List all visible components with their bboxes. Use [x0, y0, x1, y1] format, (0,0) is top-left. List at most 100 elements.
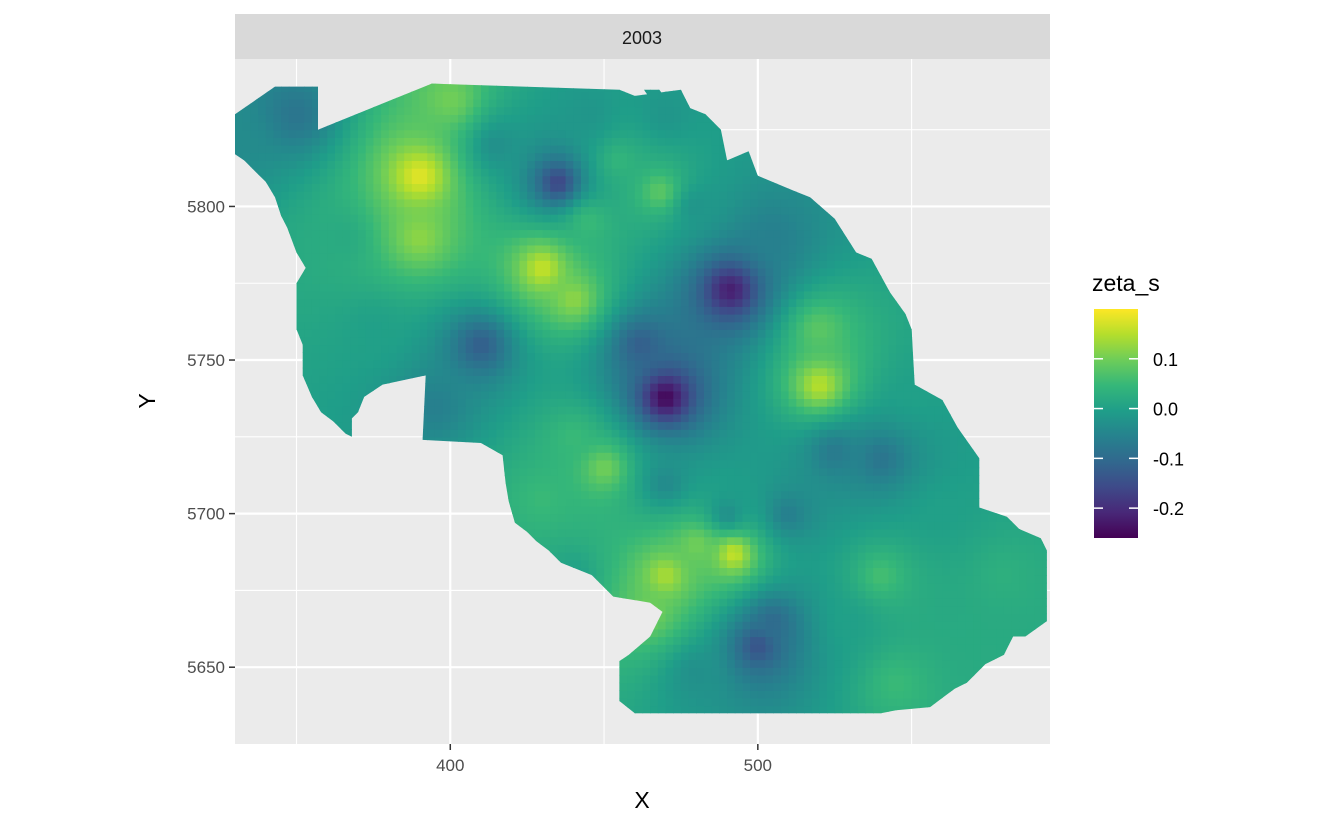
- raster-cell: [634, 344, 644, 353]
- raster-cell: [642, 682, 651, 691]
- raster-cell: [465, 106, 474, 115]
- raster-cell: [427, 406, 436, 415]
- raster-cell: [588, 536, 597, 545]
- raster-cell: [281, 191, 290, 200]
- raster-cell: [565, 544, 574, 553]
- raster-cell: [511, 490, 521, 499]
- raster-cell: [365, 383, 374, 392]
- raster-cell: [634, 682, 644, 691]
- raster-cell: [381, 344, 390, 353]
- raster-cell: [627, 252, 636, 261]
- raster-cell: [588, 137, 597, 146]
- raster-cell: [473, 406, 482, 415]
- raster-cell: [642, 168, 651, 177]
- raster-cell: [396, 122, 405, 131]
- raster-cell: [588, 214, 597, 223]
- raster-cell: [604, 267, 613, 277]
- raster-cell: [542, 452, 551, 461]
- raster-cell: [419, 321, 428, 330]
- raster-cell: [596, 122, 605, 131]
- raster-cell: [481, 436, 490, 446]
- raster-cell: [511, 145, 521, 154]
- raster-cell: [642, 352, 651, 361]
- raster-cell: [258, 122, 267, 131]
- raster-cell: [627, 337, 636, 346]
- raster-cell: [550, 452, 559, 461]
- raster-cell: [596, 306, 605, 315]
- raster-cell: [504, 352, 513, 361]
- raster-cell: [504, 337, 513, 346]
- raster-cell: [365, 337, 374, 346]
- raster-cell: [573, 329, 582, 338]
- raster-cell: [542, 237, 551, 246]
- raster-cell: [557, 398, 567, 407]
- raster-cell: [565, 482, 574, 492]
- raster-cell: [550, 352, 559, 361]
- raster-cell: [296, 329, 305, 338]
- raster-cell: [550, 229, 559, 238]
- raster-cell: [588, 383, 597, 392]
- raster-cell: [634, 482, 644, 492]
- raster-cell: [350, 314, 359, 323]
- raster-cell: [335, 275, 344, 284]
- raster-cell: [534, 244, 544, 254]
- raster-cell: [604, 283, 613, 292]
- raster-cell: [650, 168, 659, 177]
- raster-cell: [335, 383, 344, 392]
- raster-cell: [634, 444, 644, 453]
- raster-cell: [588, 567, 597, 576]
- raster-cell: [619, 367, 628, 376]
- raster-cell: [550, 206, 559, 215]
- raster-cell: [373, 183, 382, 192]
- raster-cell: [588, 505, 597, 515]
- raster-cell: [534, 214, 544, 223]
- raster-cell: [373, 160, 382, 169]
- raster-cell: [427, 267, 436, 277]
- raster-cell: [511, 122, 521, 131]
- raster-cell: [488, 444, 497, 453]
- raster-cell: [557, 260, 567, 269]
- raster-cell: [581, 221, 590, 231]
- raster-cell: [304, 91, 313, 100]
- raster-cell: [527, 206, 536, 215]
- raster-cell: [650, 513, 659, 522]
- raster-cell: [388, 321, 398, 330]
- raster-cell: [465, 337, 474, 346]
- raster-cell: [650, 383, 659, 392]
- raster-cell: [634, 697, 644, 707]
- raster-cell: [642, 191, 651, 200]
- raster-cell: [581, 413, 590, 423]
- raster-cell: [265, 183, 275, 192]
- raster-cell: [265, 168, 275, 177]
- raster-cell: [511, 260, 521, 269]
- raster-cell: [565, 122, 574, 131]
- raster-cell: [296, 83, 305, 92]
- raster-cell: [573, 152, 582, 161]
- raster-cell: [473, 191, 482, 200]
- raster-cell: [442, 352, 451, 361]
- raster-cell: [634, 459, 644, 469]
- raster-cell: [588, 145, 597, 154]
- raster-cell: [365, 244, 374, 254]
- raster-cell: [581, 352, 590, 361]
- raster-cell: [481, 106, 490, 115]
- raster-cell: [550, 521, 559, 530]
- raster-cell: [427, 398, 436, 407]
- raster-cell: [288, 183, 298, 192]
- raster-cell: [604, 429, 613, 438]
- raster-cell: [534, 505, 544, 515]
- raster-cell: [235, 152, 244, 161]
- raster-cell: [650, 459, 659, 469]
- raster-cell: [627, 306, 636, 315]
- raster-cell: [434, 221, 444, 231]
- raster-cell: [557, 367, 567, 376]
- raster-cell: [534, 122, 544, 131]
- raster-cell: [419, 229, 428, 238]
- raster-cell: [596, 436, 605, 446]
- raster-cell: [573, 145, 582, 154]
- raster-cell: [511, 429, 521, 438]
- raster-cell: [573, 390, 582, 399]
- raster-cell: [565, 529, 574, 538]
- raster-cell: [550, 421, 559, 430]
- raster-cell: [611, 536, 620, 545]
